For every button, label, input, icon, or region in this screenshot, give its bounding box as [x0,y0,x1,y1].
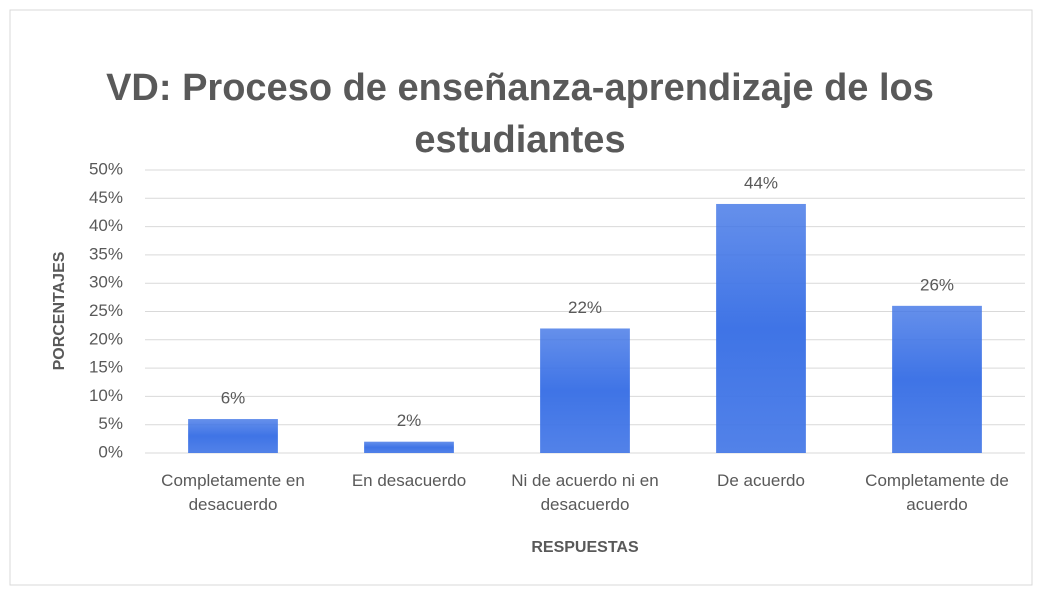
y-tick-label: 25% [89,301,123,320]
data-label: 2% [397,411,422,430]
bar [716,203,806,453]
x-tick-label: Completamente en desacuerdo [161,471,305,514]
x-tick-label: De acuerdo [717,471,805,490]
y-tick-label: 5% [98,414,123,433]
bar [188,419,278,453]
y-tick-label: 50% [89,159,123,178]
y-axis-label: PORCENTAJES [51,251,68,370]
y-tick-label: 0% [98,442,123,461]
x-tick-label: Completamente de acuerdo [865,471,1009,514]
chart-border [9,9,1033,586]
bar [364,441,454,453]
data-label: 26% [920,275,954,294]
y-tick-label: 15% [89,358,123,377]
data-label: 6% [221,389,246,408]
data-label: 44% [744,173,778,192]
y-tick-label: 10% [89,386,123,405]
x-tick-label: Ni de acuerdo ni en desacuerdo [511,471,659,514]
bar [892,305,982,453]
y-tick-label: 45% [89,188,123,207]
y-tick-label: 40% [89,216,123,235]
x-axis-label: RESPUESTAS [531,539,639,556]
y-tick-label: 20% [89,329,123,348]
y-tick-label: 30% [89,273,123,292]
chart-title: VD: Proceso de enseñanza-aprendizaje de … [106,67,934,161]
y-tick-label: 35% [89,244,123,263]
bar [540,328,630,453]
x-tick-label: En desacuerdo [351,471,467,490]
data-label: 22% [568,298,602,317]
